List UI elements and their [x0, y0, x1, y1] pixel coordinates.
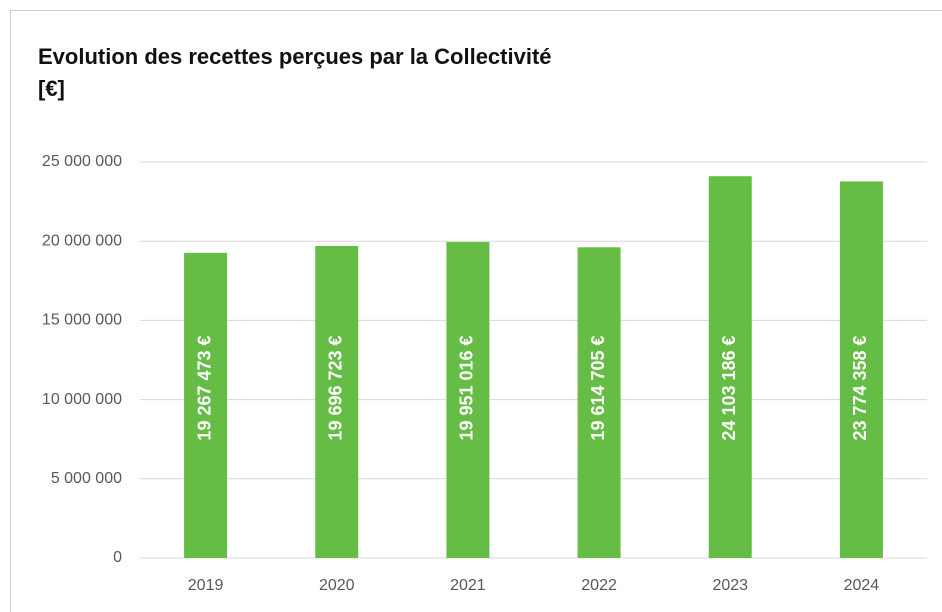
- x-tick-label: 2020: [319, 577, 355, 594]
- bar: [315, 246, 359, 558]
- x-tick-label: 2024: [844, 577, 880, 594]
- value-label: 24 103 186 €: [719, 335, 739, 440]
- value-label: 19 267 473 €: [194, 335, 214, 440]
- y-tick-label: 0: [113, 549, 122, 566]
- value-label: 23 774 358 €: [850, 335, 870, 440]
- chart-subtitle: [€]: [38, 76, 65, 101]
- bar: [839, 181, 883, 558]
- bar: [577, 247, 621, 558]
- x-tick-label: 2021: [450, 577, 486, 594]
- value-label: 19 951 016 €: [457, 335, 477, 440]
- value-label: 19 614 705 €: [588, 335, 608, 440]
- y-tick-label: 20 000 000: [42, 232, 122, 249]
- x-tick-label: 2023: [712, 577, 748, 594]
- y-tick-label: 10 000 000: [42, 391, 122, 408]
- y-tick-label: 25 000 000: [42, 153, 122, 170]
- bar: [708, 176, 752, 558]
- y-tick-label: 5 000 000: [51, 470, 122, 487]
- y-tick-label: 15 000 000: [42, 312, 122, 329]
- chart-title: Evolution des recettes perçues par la Co…: [38, 44, 552, 69]
- x-tick-label: 2019: [188, 577, 224, 594]
- x-tick-label: 2022: [581, 577, 617, 594]
- bar: [184, 252, 228, 558]
- value-label: 19 696 723 €: [326, 335, 346, 440]
- bar: [446, 241, 490, 559]
